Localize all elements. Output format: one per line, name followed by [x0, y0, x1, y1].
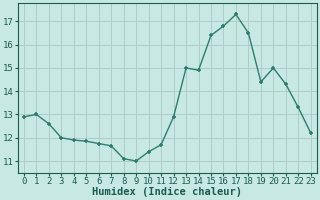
- X-axis label: Humidex (Indice chaleur): Humidex (Indice chaleur): [92, 187, 242, 197]
